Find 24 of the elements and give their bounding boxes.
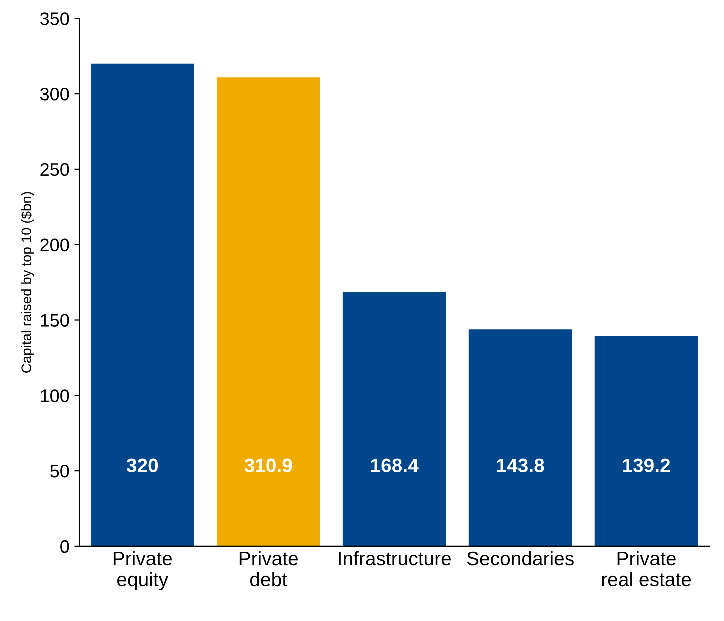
bar (90, 64, 194, 546)
data-label: 310.9 (244, 458, 292, 473)
x-tick-label: Secondaries (467, 551, 574, 566)
data-label: 143.8 (497, 458, 544, 473)
y-tick-label: 100 (41, 390, 70, 402)
y-axis-title: Capital raised by top 10 ($bn) (21, 192, 34, 373)
data-label: 168.4 (371, 458, 419, 473)
y-tick-label: 200 (40, 238, 70, 252)
y-tick-label: 350 (40, 12, 70, 26)
bar (216, 78, 320, 546)
bar (342, 292, 446, 546)
x-tick-label: Infrastructure (339, 551, 451, 566)
bar (468, 330, 572, 546)
bar (594, 336, 698, 546)
data-label: 320 (126, 458, 158, 473)
x-tick-label: Private debt (240, 551, 298, 587)
data-label: 139.2 (623, 458, 670, 473)
y-tick-label: 50 (50, 465, 70, 478)
y-tick-label: 250 (40, 163, 70, 176)
x-tick-label: Private equity (114, 551, 172, 590)
y-tick-label: 0 (60, 540, 70, 554)
x-tick-label: Private real estate (602, 551, 692, 587)
y-tick-label: 150 (41, 314, 70, 327)
y-tick-label: 300 (40, 88, 70, 101)
